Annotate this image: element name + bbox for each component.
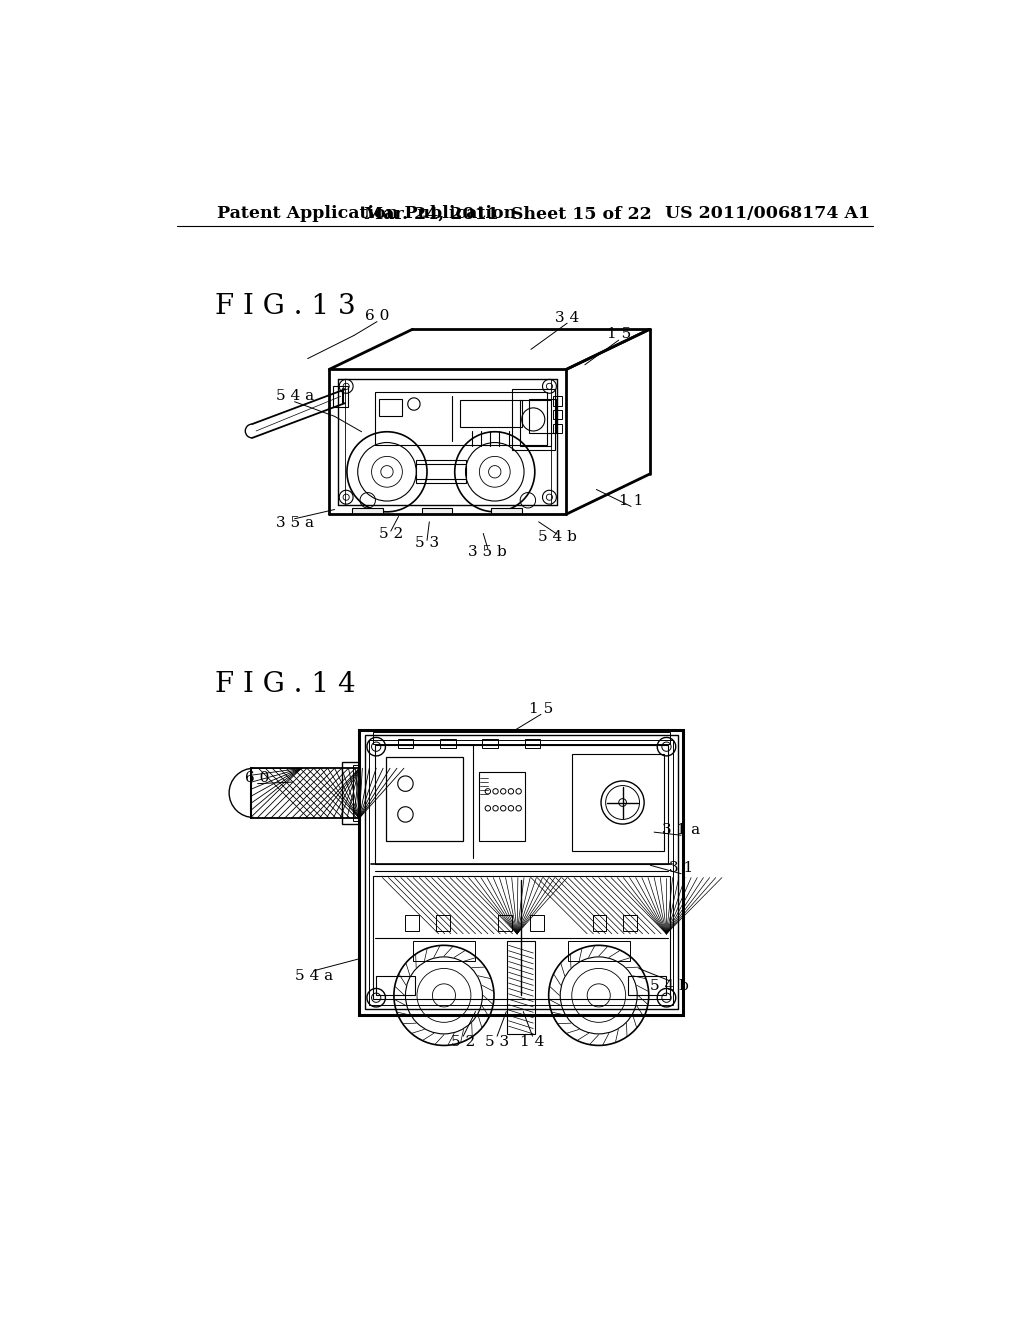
Bar [460,400,521,428]
Bar [568,941,630,961]
Bar [571,755,665,850]
Text: 1 5: 1 5 [606,327,631,341]
Bar [628,977,667,995]
Bar [436,915,451,932]
Bar [353,766,359,821]
Bar [252,768,359,818]
Bar [413,941,475,961]
Text: 6 0: 6 0 [246,771,269,785]
Bar [416,461,466,483]
Bar [440,739,456,748]
Text: 1 4: 1 4 [520,1035,545,1049]
Text: 5 3: 5 3 [415,536,439,550]
Bar [593,915,606,932]
Bar [379,399,402,416]
Bar [422,508,453,513]
Bar [524,739,541,748]
Bar [553,396,562,405]
Bar [376,392,547,445]
Bar [507,941,535,1034]
Bar [373,733,670,743]
Text: 3 4: 3 4 [555,310,580,325]
Text: 3 5 b: 3 5 b [468,545,507,558]
Bar [365,735,678,1010]
Bar [530,915,544,932]
Bar [553,411,562,420]
Text: 5 4 a: 5 4 a [275,388,313,403]
Bar [397,739,413,748]
Text: US 2011/0068174 A1: US 2011/0068174 A1 [665,206,869,222]
Text: 5 4 b: 5 4 b [538,531,577,544]
Bar [375,744,668,865]
Text: 5 3: 5 3 [485,1035,509,1049]
Text: Patent Application Publication: Patent Application Publication [217,206,516,222]
Text: 3 1: 3 1 [669,862,693,875]
Text: 5 4 a: 5 4 a [295,969,333,983]
Bar [478,772,525,841]
Bar [333,385,348,407]
Text: 3 5 a: 3 5 a [275,516,313,531]
Bar [370,739,674,1005]
Bar [490,508,521,513]
Bar [352,508,383,513]
Bar [359,730,683,1015]
Text: 5 4 b: 5 4 b [650,979,689,993]
Bar [553,424,562,433]
Text: 1 5: 1 5 [528,702,553,715]
Text: 3 1 a: 3 1 a [663,822,700,837]
Text: 5 2: 5 2 [452,1035,475,1049]
Bar [498,915,512,932]
Text: 6 0: 6 0 [365,309,389,323]
Bar [624,915,637,932]
Text: F I G . 1 3: F I G . 1 3 [215,293,356,321]
Text: 1 1: 1 1 [618,494,643,508]
Bar [376,977,415,995]
Bar [386,756,463,841]
Bar [529,399,556,433]
Bar [342,762,359,825]
Bar [406,915,419,932]
Text: 5 2: 5 2 [379,527,403,541]
Text: F I G . 1 4: F I G . 1 4 [215,671,356,698]
Bar [482,739,498,748]
Bar [520,400,551,446]
Text: Mar. 24, 2011  Sheet 15 of 22: Mar. 24, 2011 Sheet 15 of 22 [365,206,651,222]
Bar [512,388,555,450]
Bar [373,876,670,999]
